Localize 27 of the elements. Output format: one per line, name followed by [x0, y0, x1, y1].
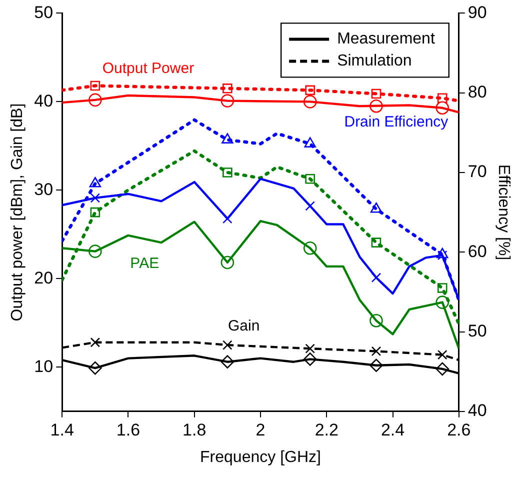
x-tick-label: 1.6	[116, 420, 140, 440]
legend-label: Simulation	[337, 52, 412, 70]
annotation: Gain	[228, 318, 260, 335]
y-tick-label: 20	[34, 268, 54, 288]
y2-axis-title: Efficiency [%]	[494, 164, 512, 260]
annotation: Output Power	[102, 60, 194, 78]
annotation: Drain Efficiency	[344, 113, 449, 130]
y-tick-label: 10	[34, 356, 54, 376]
y2-tick-label: 70	[468, 162, 487, 182]
x-tick-label: 2	[256, 420, 266, 440]
y2-tick-label: 40	[468, 401, 487, 420]
x-tick-label: 2.2	[314, 420, 338, 440]
x-axis-title: Frequency [GHz]	[200, 448, 321, 466]
y-axis-title: Output power [dBm], Gain [dB]	[9, 103, 26, 322]
y2-tick-label: 60	[468, 242, 487, 261]
annotation: PAE	[130, 255, 160, 272]
legend-label: Measurement	[337, 30, 436, 48]
x-tick-label: 1.4	[50, 420, 74, 440]
y-tick-label: 40	[34, 91, 54, 110]
x-tick-label: 1.8	[182, 420, 206, 440]
y2-tick-label: 50	[468, 321, 487, 340]
y2-tick-label: 80	[468, 82, 487, 102]
y2-tick-label: 90	[468, 2, 487, 22]
x-tick-label: 2.6	[447, 420, 471, 440]
x-tick-label: 2.4	[380, 420, 405, 440]
y-tick-label: 50	[34, 2, 54, 22]
y-tick-label: 30	[34, 180, 54, 199]
